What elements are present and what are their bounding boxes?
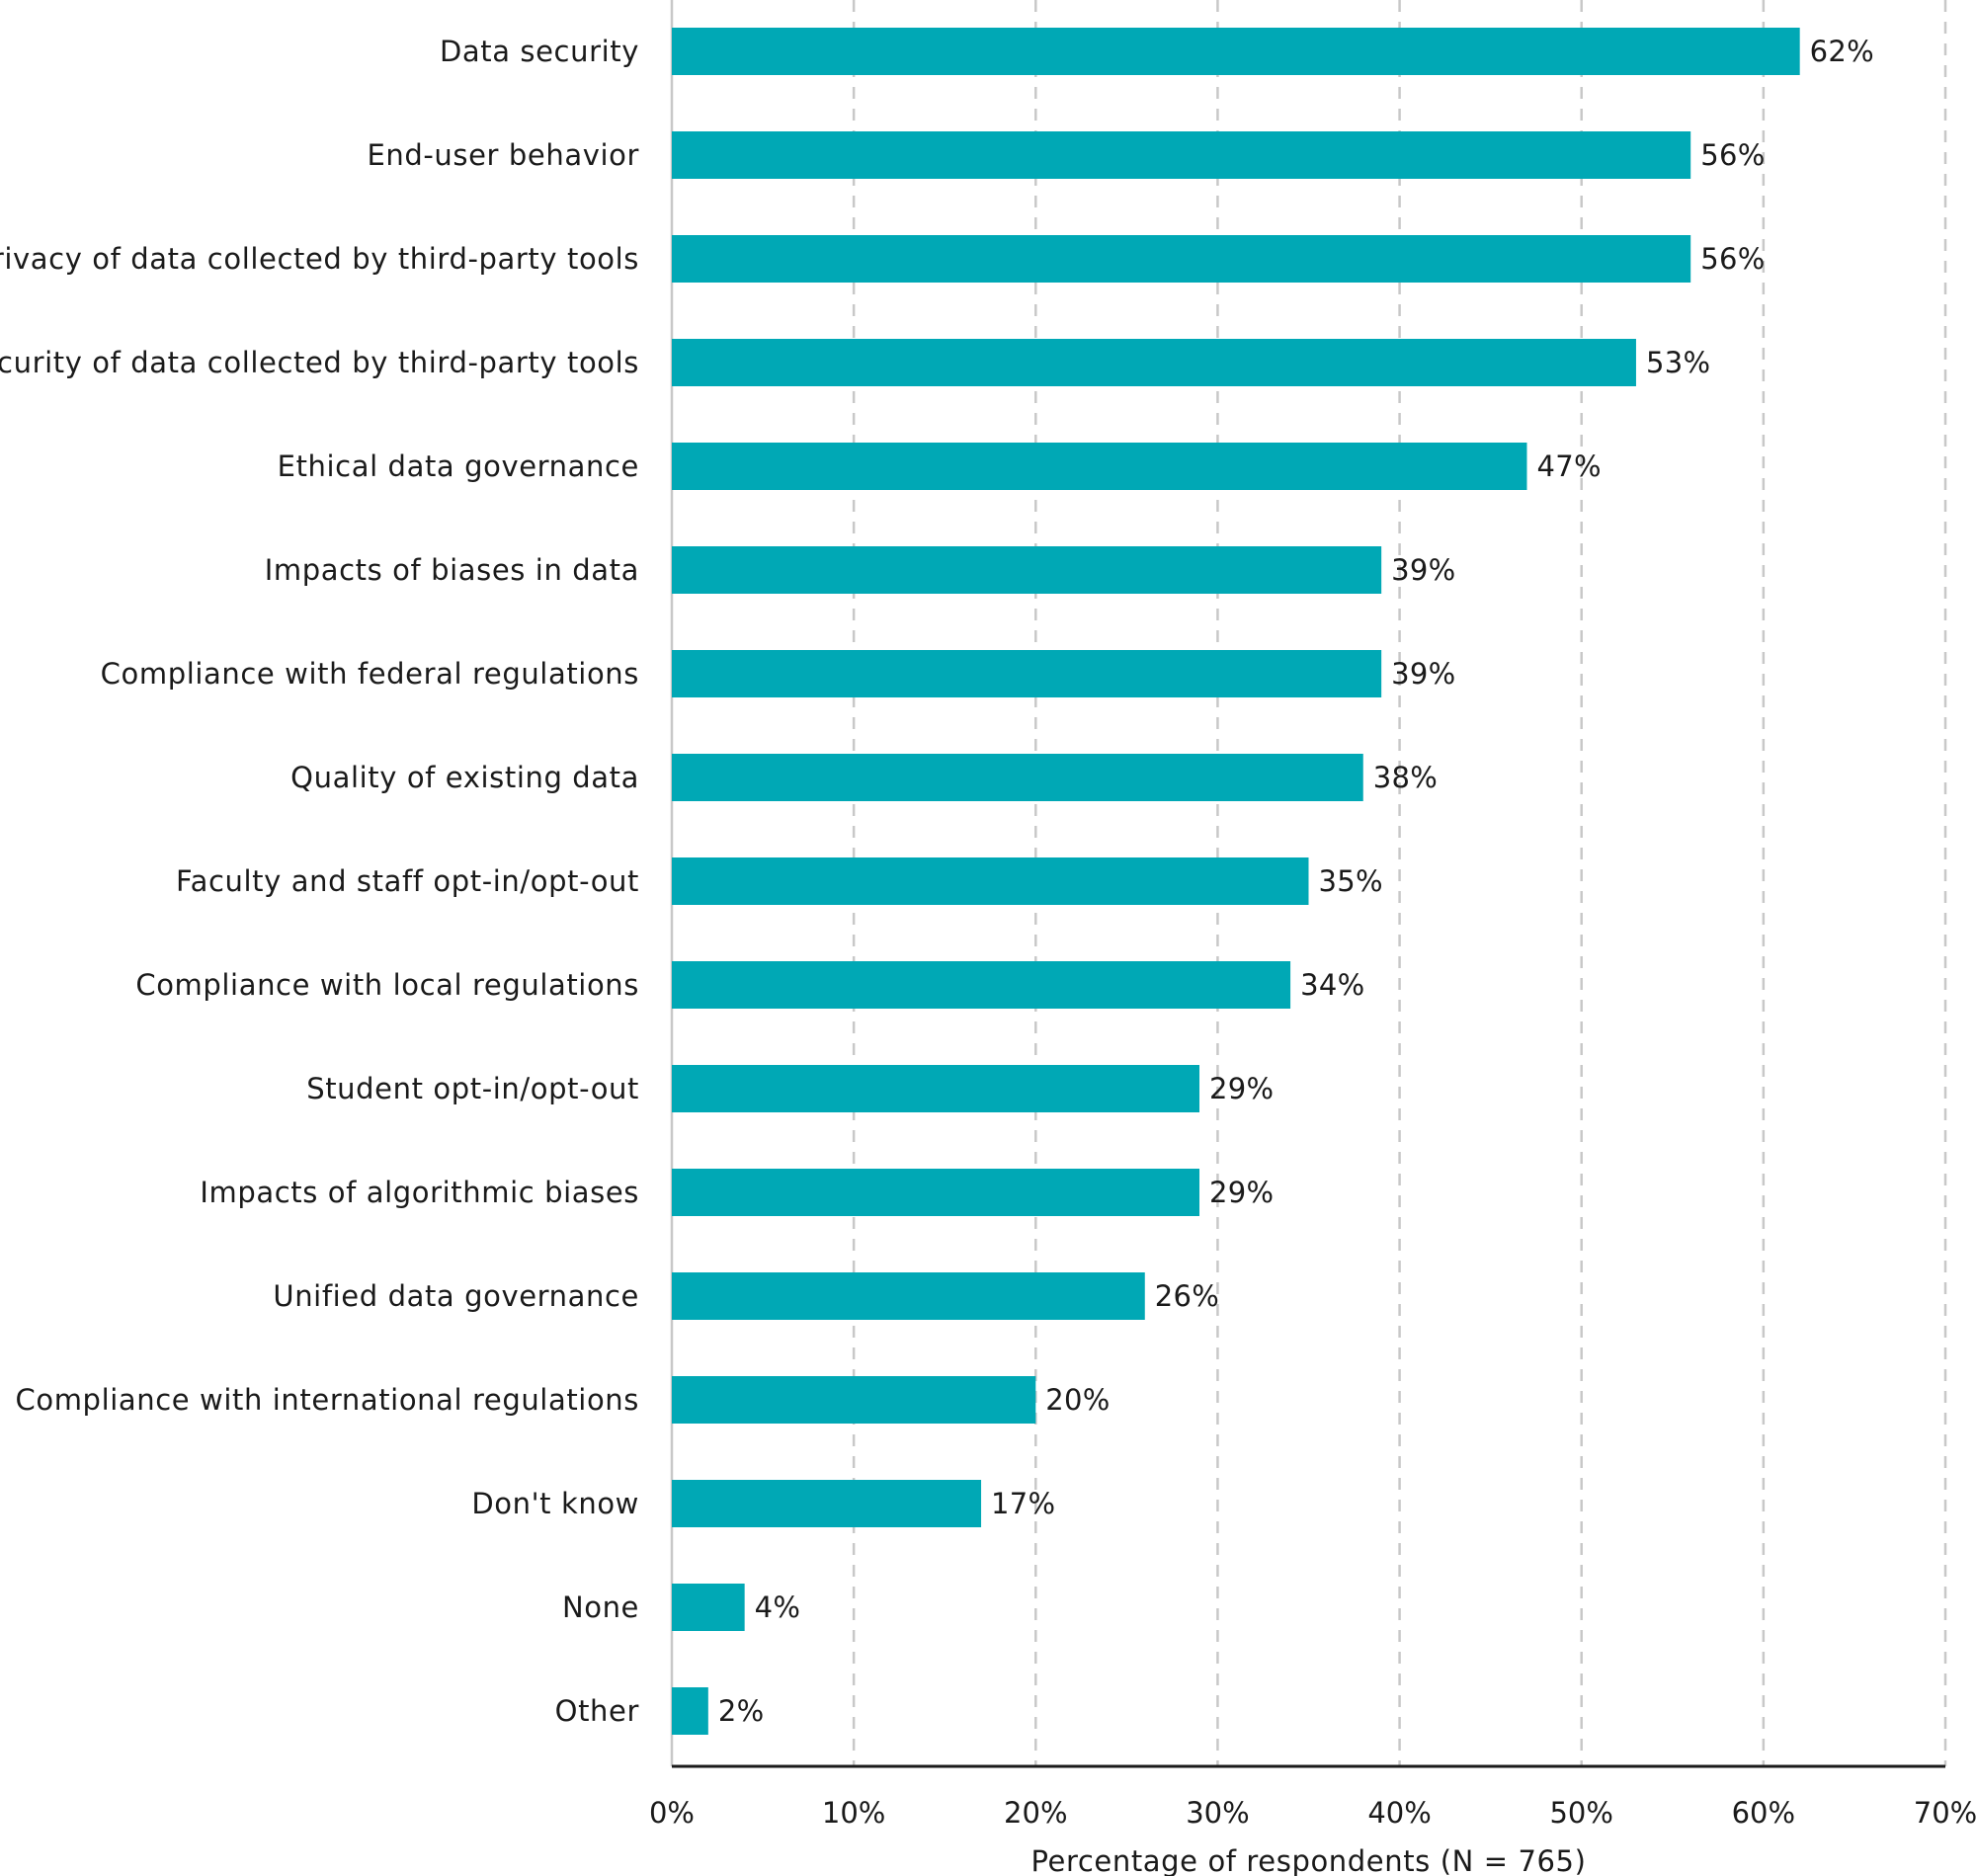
category-label-3: Security of data collected by third-part… xyxy=(0,346,639,379)
bar-13 xyxy=(672,1376,1036,1424)
x-tick-label-10: 10% xyxy=(822,1796,885,1830)
category-label-11: Impacts of algorithmic biases xyxy=(200,1176,639,1209)
category-label-14: Don't know xyxy=(471,1487,639,1520)
category-label-4: Ethical data governance xyxy=(278,449,639,483)
value-label-2: 56% xyxy=(1700,242,1765,276)
category-label-6: Compliance with federal regulations xyxy=(101,657,639,691)
value-label-12: 26% xyxy=(1155,1279,1219,1313)
category-label-9: Compliance with local regulations xyxy=(135,968,639,1002)
category-label-15: None xyxy=(562,1591,639,1624)
category-label-2: Privacy of data collected by third-party… xyxy=(0,242,639,276)
category-label-0: Data security xyxy=(440,35,639,68)
bar-16 xyxy=(672,1687,708,1735)
bar-15 xyxy=(672,1584,745,1631)
x-tick-label-60: 60% xyxy=(1732,1796,1795,1830)
bar-4 xyxy=(672,443,1527,490)
x-axis: 0% 10% 20% 30% 40% 50% 60% 70% Percentage of res… xyxy=(649,1764,1976,1876)
value-label-13: 20% xyxy=(1045,1383,1110,1417)
category-label-5: Impacts of biases in data xyxy=(265,553,639,587)
x-tick-label-0: 0% xyxy=(649,1796,695,1830)
value-label-15: 4% xyxy=(755,1591,801,1624)
bar-8 xyxy=(672,857,1309,905)
bar-6 xyxy=(672,650,1382,697)
category-label-12: Unified data governance xyxy=(273,1279,639,1313)
bars xyxy=(672,28,1800,1735)
value-label-14: 17% xyxy=(991,1487,1055,1520)
category-label-13: Compliance with international regulation… xyxy=(16,1383,639,1417)
value-label-16: 2% xyxy=(718,1694,765,1728)
x-tick-label-40: 40% xyxy=(1367,1796,1431,1830)
value-label-3: 53% xyxy=(1646,346,1710,379)
value-label-0: 62% xyxy=(1810,35,1874,68)
value-label-7: 38% xyxy=(1373,761,1438,794)
x-tick-label-30: 30% xyxy=(1186,1796,1249,1830)
bar-12 xyxy=(672,1272,1145,1320)
bar-2 xyxy=(672,235,1691,283)
bar-3 xyxy=(672,339,1636,386)
bar-7 xyxy=(672,754,1363,801)
bar-9 xyxy=(672,961,1291,1009)
value-label-11: 29% xyxy=(1209,1176,1274,1209)
category-label-7: Quality of existing data xyxy=(290,761,639,794)
bar-5 xyxy=(672,546,1382,594)
category-label-16: Other xyxy=(555,1694,639,1728)
category-label-8: Faculty and staff opt-in/opt-out xyxy=(176,864,639,898)
category-label-1: End-user behavior xyxy=(367,138,639,172)
x-axis-title: Percentage of respondents (N = 765) xyxy=(1030,1844,1586,1876)
value-label-1: 56% xyxy=(1700,138,1765,172)
value-label-10: 29% xyxy=(1209,1072,1274,1105)
bar-0 xyxy=(672,28,1800,75)
value-label-6: 39% xyxy=(1391,657,1455,691)
labels: 62% Data security 56% End-user behavior 56% P… xyxy=(0,35,1874,1728)
x-tick-label-50: 50% xyxy=(1549,1796,1612,1830)
value-label-5: 39% xyxy=(1391,553,1455,587)
value-label-8: 35% xyxy=(1319,864,1383,898)
bar-11 xyxy=(672,1169,1200,1216)
value-label-9: 34% xyxy=(1300,968,1364,1002)
bar-10 xyxy=(672,1065,1200,1112)
bar-1 xyxy=(672,131,1691,179)
x-tick-label-20: 20% xyxy=(1004,1796,1067,1830)
bar-14 xyxy=(672,1480,982,1527)
category-label-10: Student opt-in/opt-out xyxy=(306,1072,639,1105)
value-label-4: 47% xyxy=(1536,449,1601,483)
x-tick-label-70: 70% xyxy=(1914,1796,1976,1830)
